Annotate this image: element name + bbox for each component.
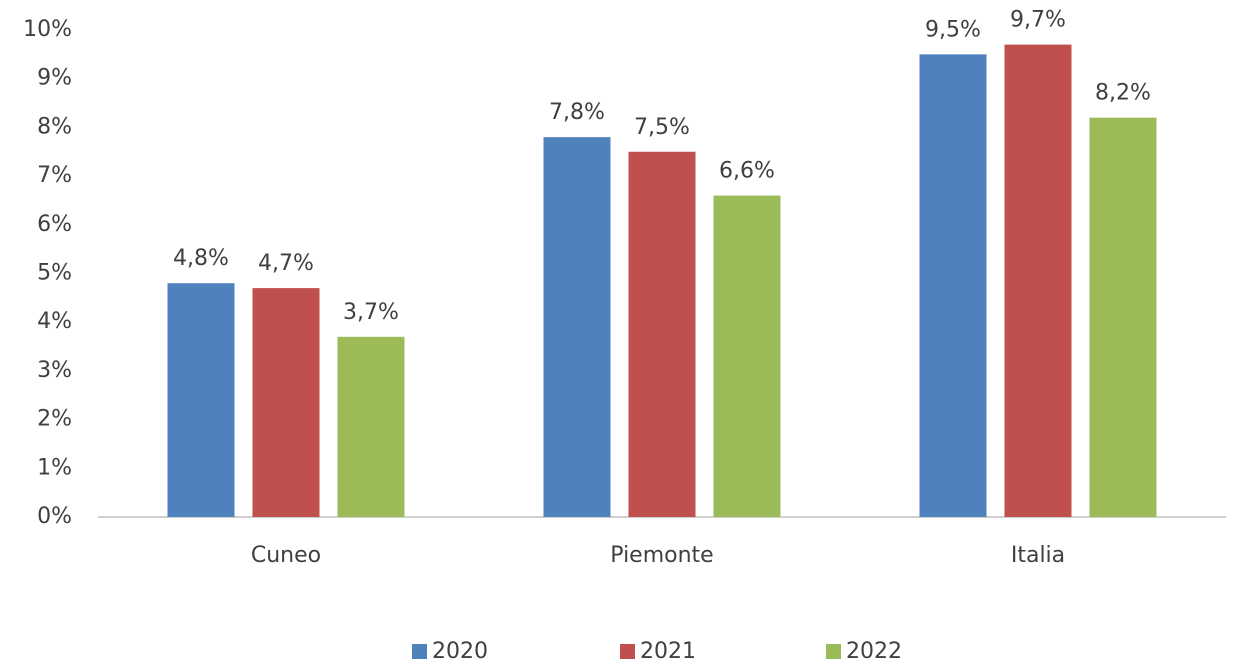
data-label: 3,7% [343, 300, 399, 325]
y-tick-label: 5% [37, 261, 72, 286]
y-tick-label: 6% [37, 212, 72, 237]
x-tick-label: Cuneo [251, 543, 321, 568]
legend-label: 2021 [640, 639, 696, 664]
legend-label: 2022 [846, 639, 902, 664]
bar [628, 151, 696, 517]
bar [252, 288, 320, 517]
legend-swatch [620, 644, 635, 659]
y-tick-label: 2% [37, 407, 72, 432]
y-tick-label: 4% [37, 309, 72, 334]
bar [167, 283, 235, 517]
legend-swatch [412, 644, 427, 659]
y-tick-label: 7% [37, 163, 72, 188]
data-label: 4,8% [173, 246, 229, 271]
legend-swatch [826, 644, 841, 659]
y-tick-label: 1% [37, 455, 72, 480]
bar [543, 137, 611, 517]
bar [337, 336, 405, 517]
bar [1004, 44, 1072, 518]
x-tick-label: Piemonte [610, 543, 713, 568]
data-label: 7,8% [549, 100, 605, 125]
y-tick-label: 9% [37, 66, 72, 91]
data-label: 9,7% [1010, 8, 1066, 33]
y-tick-label: 3% [37, 358, 72, 383]
data-label: 6,6% [719, 159, 775, 184]
bar [1089, 117, 1157, 517]
y-tick-label: 10% [23, 17, 72, 42]
legend-label: 2020 [432, 639, 488, 664]
x-tick-label: Italia [1011, 543, 1065, 568]
y-tick-label: 0% [37, 504, 72, 529]
data-label: 8,2% [1095, 81, 1151, 106]
y-tick-label: 8% [37, 114, 72, 139]
data-label: 7,5% [634, 115, 690, 140]
bar [919, 54, 987, 517]
data-label: 9,5% [925, 17, 981, 42]
bar [713, 195, 781, 517]
data-label: 4,7% [258, 251, 314, 276]
